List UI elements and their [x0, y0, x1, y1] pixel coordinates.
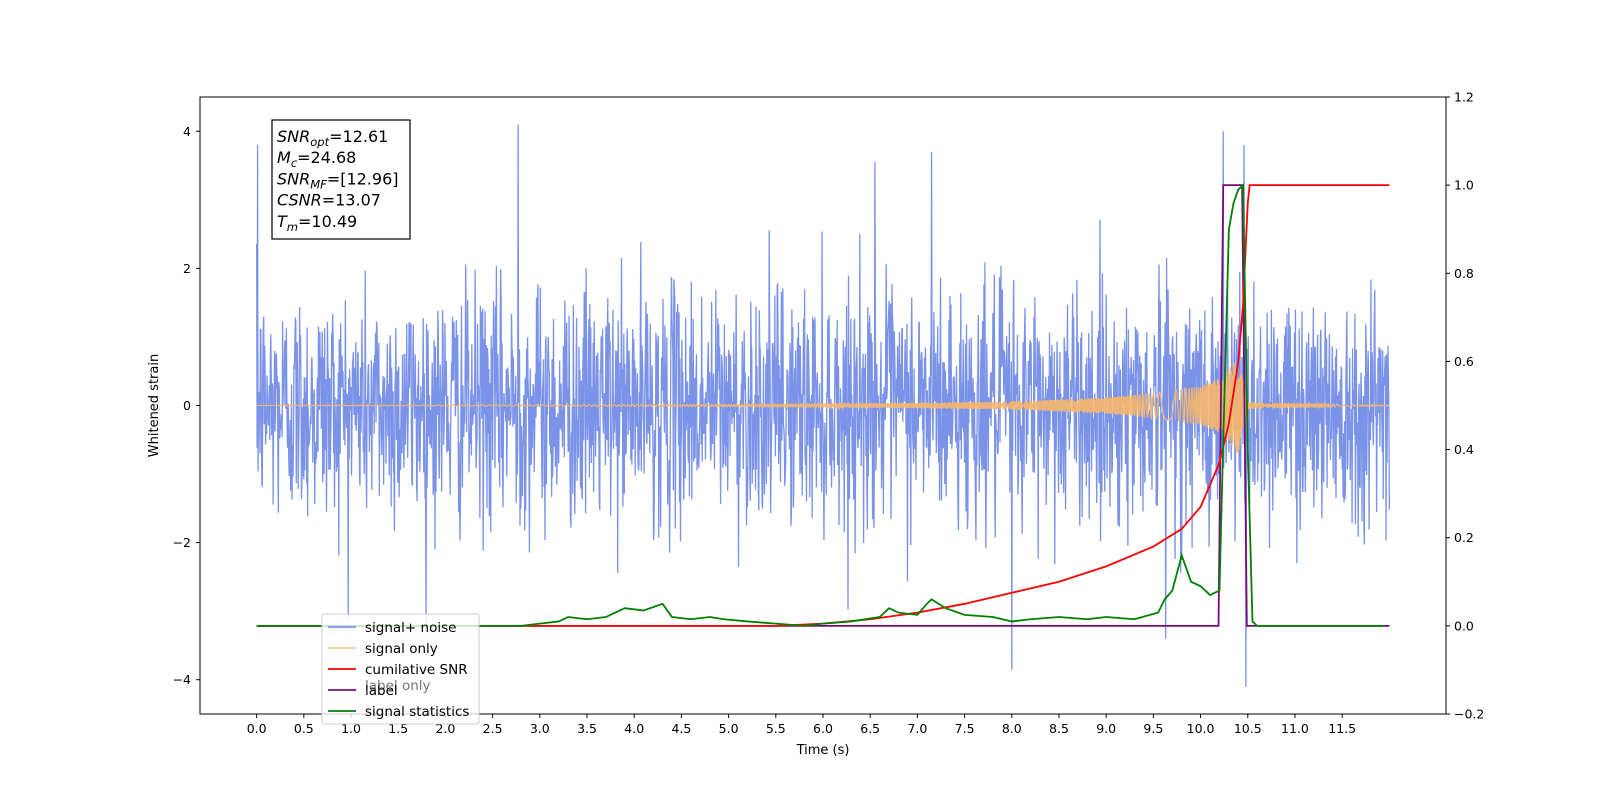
- stats-line: Tm=10.49: [277, 212, 357, 234]
- stats-line: SNRMF=[12.96]: [277, 169, 399, 191]
- legend-entry: signal statistics: [365, 704, 469, 720]
- x-tick-label: 5.0: [719, 721, 739, 736]
- legend-entry: cumilative SNR: [365, 662, 468, 678]
- stats-symbol: CSNR: [277, 191, 322, 210]
- y-tick-label: 4: [183, 124, 191, 139]
- y-tick-label: 2: [183, 261, 191, 276]
- x-tick-label: 3.5: [577, 721, 597, 736]
- y2-tick-label: 0.2: [1454, 530, 1474, 545]
- stats-value: =10.49: [298, 212, 357, 231]
- plot-area: [255, 124, 1391, 687]
- stats-symbol: SNR: [277, 127, 310, 146]
- stats-box: SNRopt=12.61Mc=24.68SNRMF=[12.96]CSNR=13…: [271, 119, 411, 240]
- x-tick-label: 2.5: [483, 721, 503, 736]
- y2-tick-label: 1.2: [1454, 90, 1474, 105]
- stats-symbol: T: [277, 212, 288, 231]
- stats-value: =24.68: [297, 148, 356, 167]
- x-tick-label: 4.5: [671, 721, 691, 736]
- stats-box-frame: [271, 119, 411, 240]
- x-tick-label: 0.0: [247, 721, 267, 736]
- x-tick-label: 9.0: [1096, 721, 1116, 736]
- axes: 0.0 0.5 1.0 1.5 2.0 2.5 3.0 3.5 4.0 4.5 5.0 5.5 6.0 6…: [147, 90, 1484, 759]
- legend-overlap-text: label only: [365, 678, 431, 694]
- y-axis-label: Whitened strain: [147, 354, 162, 457]
- y-tick-label: 0: [183, 398, 191, 413]
- y2-tick-label: 0.8: [1454, 266, 1474, 281]
- stats-line: CSNR=13.07: [277, 191, 381, 210]
- x-tick-label: 2.0: [435, 721, 455, 736]
- stats-symbol: SNR: [277, 169, 310, 188]
- x-tick-label: 6.5: [860, 721, 880, 736]
- x-tick-label: 3.0: [530, 721, 550, 736]
- x-tick-label: 8.5: [1049, 721, 1069, 736]
- x-tick-label: 4.0: [624, 721, 644, 736]
- stats-subscript: m: [287, 220, 298, 234]
- legend: label only signal+ noise signal only cumila…: [321, 613, 480, 725]
- x-tick-label: 10.0: [1187, 721, 1215, 736]
- legend-entry: signal only: [365, 641, 438, 657]
- stats-line: Mc=24.68: [277, 148, 356, 170]
- stats-value: =13.07: [322, 191, 381, 210]
- x-tick-label: 11.5: [1328, 721, 1356, 736]
- x-tick-label: 8.0: [1002, 721, 1022, 736]
- x-tick-label: 5.5: [766, 721, 786, 736]
- x-tick-label: 1.0: [341, 721, 361, 736]
- y2-tick-label: 1.0: [1454, 178, 1474, 193]
- x-tick-label: 0.5: [294, 721, 314, 736]
- series-signal-statistics: [256, 183, 1384, 627]
- y2-tick-label: −0.2: [1454, 707, 1484, 722]
- x-tick-label: 1.5: [388, 721, 408, 736]
- x-tick-label: 9.5: [1143, 721, 1163, 736]
- stats-subscript: MF: [310, 177, 327, 191]
- x-axis-label: Time (s): [796, 743, 850, 758]
- legend-frame: [321, 613, 480, 725]
- legend-entry: signal+ noise: [365, 620, 456, 636]
- stats-subscript: c: [291, 156, 298, 170]
- stats-line: SNRopt=12.61: [277, 127, 388, 149]
- x-tick-label: 7.0: [907, 721, 927, 736]
- legend-entry: label: [365, 683, 398, 699]
- stats-value: =[12.96]: [327, 169, 399, 188]
- series-signal-only: [256, 362, 1390, 454]
- y2-tick-label: 0.0: [1454, 618, 1474, 633]
- x-tick-label: 11.0: [1281, 721, 1309, 736]
- y-tick-label: −4: [173, 672, 191, 687]
- y-tick-label: −2: [173, 535, 191, 550]
- y2-tick-label: 0.6: [1454, 354, 1474, 369]
- stats-subscript: opt: [310, 135, 329, 149]
- x-tick-label: 6.0: [813, 721, 833, 736]
- series-signal-noise: [255, 124, 1391, 687]
- stats-symbol: M: [277, 148, 291, 167]
- x-tick-label: 10.5: [1234, 721, 1262, 736]
- x-tick-label: 7.5: [955, 721, 975, 736]
- y2-tick-label: 0.4: [1454, 442, 1474, 457]
- stats-value: =12.61: [329, 127, 388, 146]
